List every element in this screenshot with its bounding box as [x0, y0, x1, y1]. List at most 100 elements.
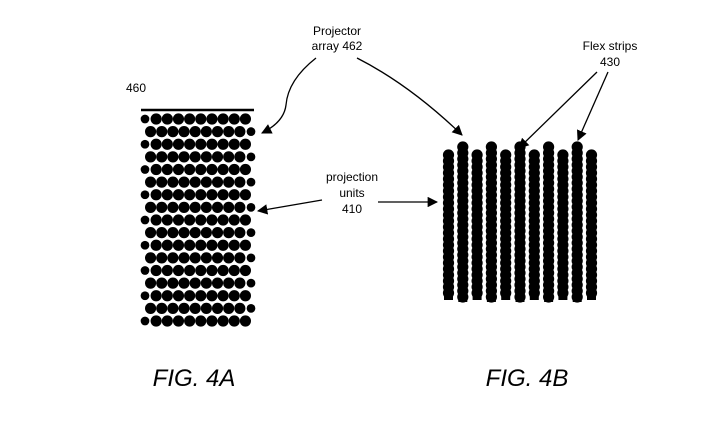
projection-unit-dot	[195, 315, 207, 327]
projection-unit-dot	[178, 176, 190, 188]
projection-unit-dot	[217, 189, 229, 201]
projection-unit-dot	[184, 315, 196, 327]
projection-unit-dot	[234, 151, 246, 163]
fig-4b-caption: FIG. 4B	[486, 365, 569, 392]
projection-unit-dot	[156, 252, 168, 264]
projection-unit-dot	[184, 138, 196, 150]
projection-unit-dot	[156, 277, 168, 289]
projection-unit-dot	[145, 126, 157, 138]
projection-units-leader-left	[256, 199, 323, 215]
projection-unit-dot	[167, 176, 179, 188]
projection-unit-dot	[246, 203, 256, 212]
projection-units-label-line3: 410	[342, 202, 362, 216]
projection-unit-dot	[223, 126, 235, 138]
projection-unit-dot	[195, 113, 207, 125]
projection-unit-dot	[195, 239, 207, 251]
projection-unit-dot	[189, 277, 201, 289]
projection-unit-dot	[167, 277, 179, 289]
projection-unit-dot	[184, 189, 196, 201]
projection-unit-dot	[239, 239, 251, 251]
projection-unit-dot	[145, 176, 157, 188]
projection-unit-dot	[234, 227, 246, 239]
projection-unit-dot	[195, 138, 207, 150]
projection-unit-dot	[145, 252, 157, 264]
projection-unit-dot	[223, 176, 235, 188]
projection-unit-dot	[172, 315, 185, 327]
projector-array-leader-left	[261, 57, 317, 134]
projection-unit-dot	[217, 138, 229, 150]
projection-unit-dot	[161, 290, 173, 302]
projection-unit-dot	[161, 315, 173, 327]
projection-unit-dot	[234, 201, 246, 213]
projection-unit-dot	[195, 163, 207, 176]
projection-unit-dot	[189, 126, 201, 138]
projection-unit-dot	[145, 151, 157, 163]
projection-unit-dot	[172, 138, 185, 150]
projection-unit-dot	[150, 138, 162, 150]
projection-unit-dot	[239, 163, 251, 176]
projection-unit-dot	[246, 127, 256, 136]
projection-unit-dot	[184, 290, 196, 302]
projection-unit-dot	[223, 302, 235, 314]
projection-unit-dot	[228, 214, 240, 226]
projection-unit-dot	[145, 201, 157, 213]
projection-unit-dot	[161, 163, 173, 176]
projection-unit-dot	[234, 277, 246, 289]
projection-unit-dot	[239, 315, 251, 327]
projection-unit-dot	[206, 113, 218, 125]
projection-unit-dot	[211, 252, 224, 264]
projection-unit-dot	[200, 151, 212, 163]
projection-unit-dot	[189, 176, 201, 188]
projection-unit-dot	[161, 239, 173, 251]
projection-unit-dot	[217, 163, 229, 176]
flex-strip	[457, 141, 469, 303]
projection-unit-dot	[140, 190, 150, 200]
flex-strip	[500, 149, 512, 300]
projection-unit-dot	[156, 227, 168, 239]
projection-unit-dot	[217, 315, 229, 327]
flex-strip	[543, 141, 555, 303]
flex-strips-leader-left	[518, 71, 598, 149]
projection-unit-dot	[206, 239, 218, 251]
projection-unit-dot	[167, 201, 179, 213]
projection-unit-dot	[217, 214, 229, 226]
projection-unit-dot	[239, 290, 251, 302]
projection-unit-dot	[206, 264, 218, 277]
projection-unit-dot	[156, 151, 168, 163]
flex-strip	[557, 149, 569, 300]
projection-unit-dot	[178, 252, 190, 264]
projection-unit-dot	[167, 126, 179, 138]
projection-unit-dot	[239, 113, 251, 125]
projection-unit-dot	[167, 151, 179, 163]
projection-unit-dot	[161, 264, 173, 277]
projection-unit-dot	[211, 302, 224, 314]
projection-unit-dot	[150, 113, 162, 125]
projection-unit-dot	[189, 302, 201, 314]
projection-unit-dot	[150, 290, 162, 302]
projection-unit-dot	[228, 239, 240, 251]
projection-unit-dot	[195, 189, 207, 201]
flex-strip	[571, 141, 583, 303]
flex-strip	[442, 149, 455, 300]
projection-unit-dot	[172, 113, 185, 125]
projection-unit-dot	[228, 264, 240, 277]
projection-unit-dot	[206, 189, 218, 201]
flex-strips-leader-right	[577, 71, 609, 141]
projection-unit-dot	[156, 201, 168, 213]
projection-unit-dot	[246, 152, 256, 162]
projection-unit-dot	[234, 252, 246, 264]
projection-unit-dot	[228, 163, 240, 176]
projection-unit-dot	[223, 252, 235, 264]
projection-unit-dot	[211, 176, 224, 188]
projection-unit-dot	[167, 252, 179, 264]
projection-unit-dot	[223, 201, 235, 213]
fig-4a-caption: FIG. 4A	[153, 365, 236, 392]
projection-unit-dot	[150, 264, 162, 277]
projection-unit-dot	[184, 239, 196, 251]
projection-unit-dot	[140, 291, 150, 301]
projection-unit-dot	[150, 163, 162, 176]
ref-460-label: 460	[126, 81, 146, 95]
projection-unit-dot	[140, 114, 150, 124]
projection-unit-dot	[200, 302, 212, 314]
